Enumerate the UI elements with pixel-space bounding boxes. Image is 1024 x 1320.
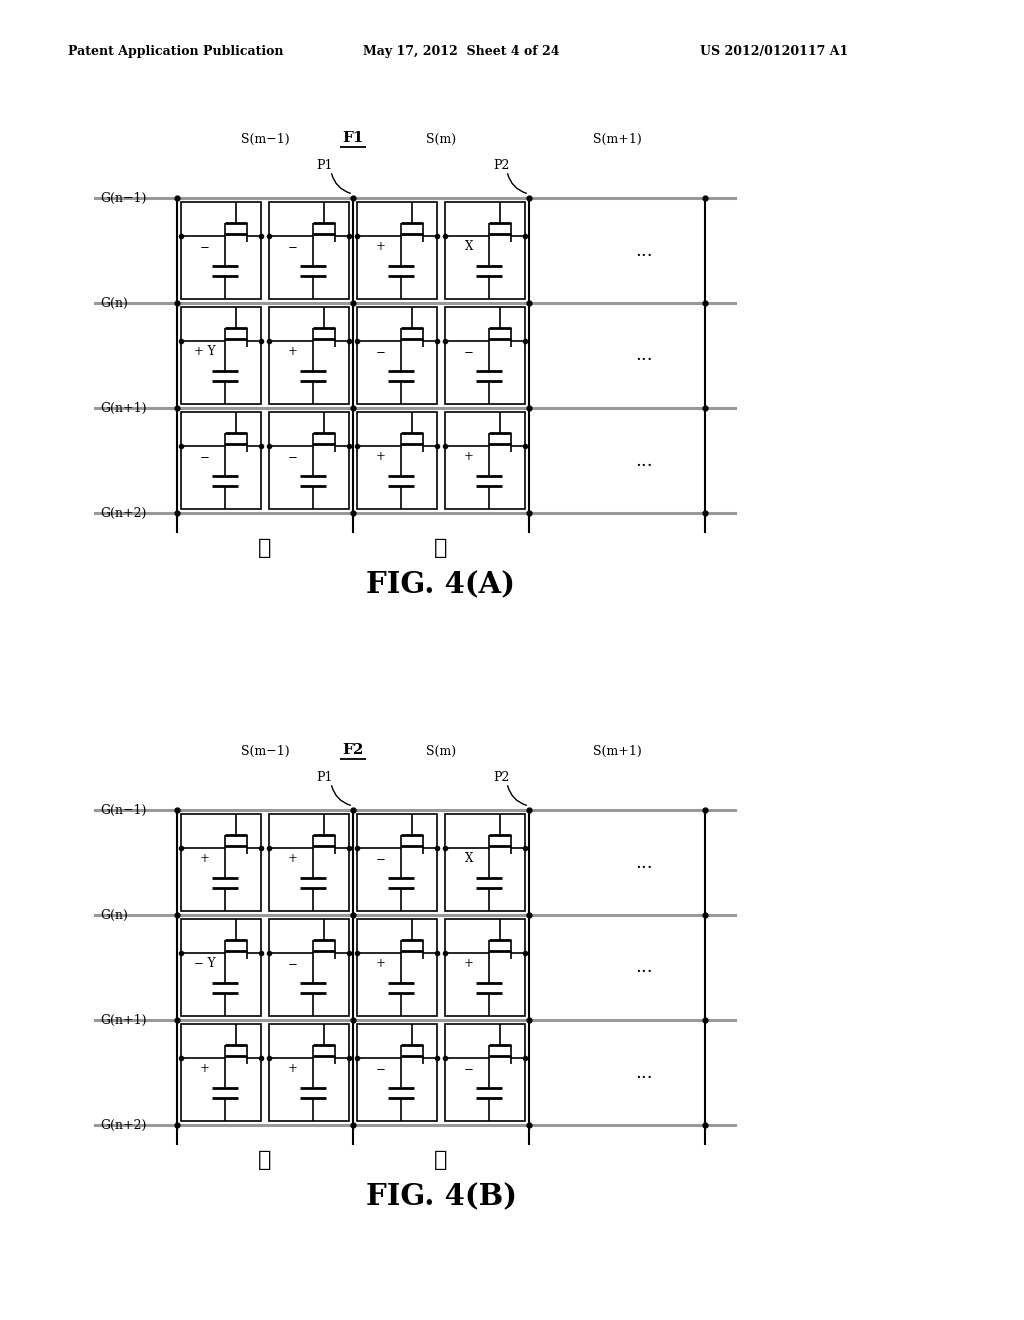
Text: FIG. 4(A): FIG. 4(A) [367,570,515,599]
Text: −: − [200,240,210,253]
Text: G(n+2): G(n+2) [100,1118,146,1131]
Text: ...: ... [635,854,652,871]
Text: +: + [288,853,298,865]
Text: May 17, 2012  Sheet 4 of 24: May 17, 2012 Sheet 4 of 24 [362,45,559,58]
Text: G(n+1): G(n+1) [100,401,146,414]
Bar [269,1024,349,1121]
Bar [269,202,349,300]
Text: ...: ... [635,242,652,260]
Text: −: − [464,1063,474,1074]
Text: +: + [376,450,386,463]
Text: S(m−1): S(m−1) [241,744,290,758]
Text: −: − [464,345,474,358]
Text: +: + [464,450,474,463]
Text: X: X [465,240,473,253]
Text: G(n+1): G(n+1) [100,1014,146,1027]
Bar [269,412,349,510]
Text: +: + [288,345,298,358]
Bar [445,814,525,911]
Text: P2: P2 [493,771,509,784]
Text: ⋮: ⋮ [258,537,271,558]
Bar [269,814,349,911]
Text: G(n+2): G(n+2) [100,507,146,520]
Text: +: + [376,240,386,253]
Text: P2: P2 [493,158,509,172]
Text: −: − [376,853,386,865]
Bar [357,202,437,300]
Text: −: − [200,450,210,463]
Text: F1: F1 [342,131,364,145]
Text: ⋮: ⋮ [434,1148,447,1171]
Text: −: − [376,1063,386,1074]
Bar [357,308,437,404]
Text: G(n−1): G(n−1) [100,804,146,817]
Bar [269,919,349,1016]
Text: US 2012/0120117 A1: US 2012/0120117 A1 [700,45,848,58]
Text: +: + [200,1063,210,1074]
Text: +: + [376,957,386,970]
Text: FIG. 4(B): FIG. 4(B) [366,1183,516,1212]
Text: X: X [465,853,473,865]
Text: P1: P1 [316,771,333,784]
Text: P1: P1 [316,158,333,172]
Text: S(m): S(m) [426,133,456,147]
Text: ...: ... [635,346,652,364]
Bar [445,919,525,1016]
Text: +: + [464,957,474,970]
Text: S(m−1): S(m−1) [241,133,290,147]
Bar [445,412,525,510]
Text: +: + [288,1063,298,1074]
Bar [357,1024,437,1121]
Bar [181,814,261,911]
Text: G(n): G(n) [100,297,128,309]
Text: ...: ... [635,451,652,470]
Text: S(m+1): S(m+1) [593,133,641,147]
Text: ...: ... [635,958,652,977]
Bar [181,202,261,300]
Text: S(m): S(m) [426,744,456,758]
Bar [181,308,261,404]
Text: G(n−1): G(n−1) [100,191,146,205]
Bar [445,1024,525,1121]
Bar [357,412,437,510]
Text: −: − [288,957,298,970]
Text: G(n): G(n) [100,908,128,921]
Bar [181,412,261,510]
Bar [181,919,261,1016]
Text: ⋮: ⋮ [258,1148,271,1171]
Bar [445,308,525,404]
Text: + Y: + Y [195,345,216,358]
Bar [181,1024,261,1121]
Bar [357,814,437,911]
Text: ...: ... [635,1064,652,1081]
Text: F2: F2 [342,743,364,756]
Text: ⋮: ⋮ [434,537,447,558]
Text: −: − [376,345,386,358]
Bar [445,202,525,300]
Text: − Y: − Y [195,957,216,970]
Text: −: − [288,240,298,253]
Text: Patent Application Publication: Patent Application Publication [68,45,284,58]
Bar [357,919,437,1016]
Bar [269,308,349,404]
Text: S(m+1): S(m+1) [593,744,641,758]
Text: +: + [200,853,210,865]
Text: −: − [288,450,298,463]
